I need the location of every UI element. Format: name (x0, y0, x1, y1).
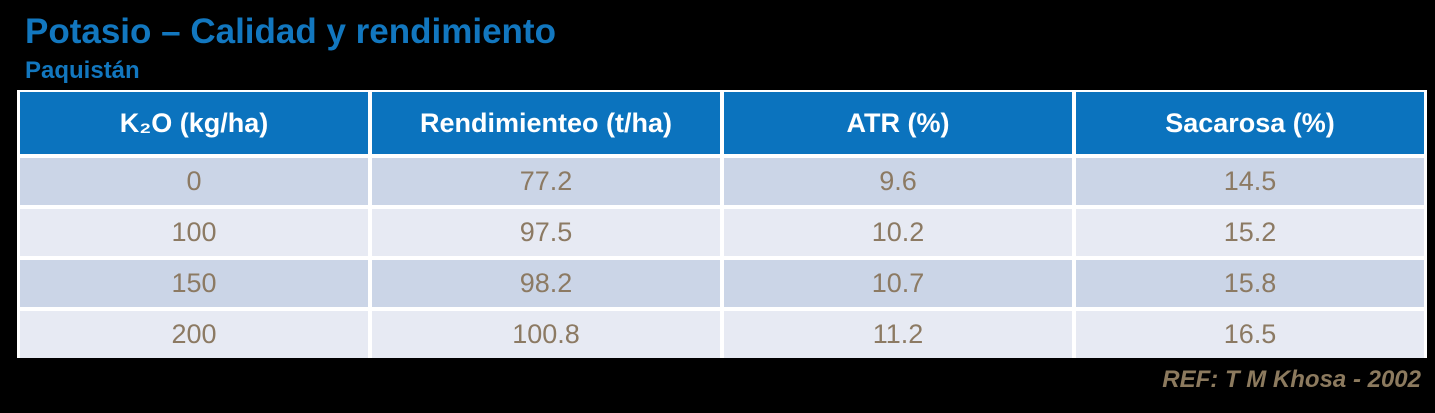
table-body: 0 77.2 9.6 14.5 100 97.5 10.2 15.2 150 98.2 10.7 15… (20, 158, 1424, 358)
slide-title: Potasio – Calidad y rendimiento (25, 12, 556, 51)
table-cell: 9.6 (724, 158, 1072, 205)
column-header: ATR (%) (724, 92, 1072, 154)
table-row: 100 97.5 10.2 15.2 (20, 209, 1424, 256)
reference-text: REF: T M Khosa - 2002 (1162, 366, 1421, 393)
table-cell: 11.2 (724, 311, 1072, 358)
table-cell: 77.2 (372, 158, 720, 205)
slide-subtitle: Paquistán (25, 57, 140, 84)
table-cell: 10.2 (724, 209, 1072, 256)
column-header: Rendimienteo (t/ha) (372, 92, 720, 154)
column-header: Sacarosa (%) (1076, 92, 1424, 154)
table-row: 0 77.2 9.6 14.5 (20, 158, 1424, 205)
table-cell: 100.8 (372, 311, 720, 358)
table-cell: 15.8 (1076, 260, 1424, 307)
column-header: K₂O (kg/ha) (20, 92, 368, 154)
table-cell: 10.7 (724, 260, 1072, 307)
table-row: 150 98.2 10.7 15.8 (20, 260, 1424, 307)
table-cell: 150 (20, 260, 368, 307)
table-cell: 97.5 (372, 209, 720, 256)
table-cell: 15.2 (1076, 209, 1424, 256)
data-table: K₂O (kg/ha) Rendimienteo (t/ha) ATR (%) Sac… (17, 90, 1427, 358)
table-cell: 16.5 (1076, 311, 1424, 358)
table-cell: 100 (20, 209, 368, 256)
table-cell: 14.5 (1076, 158, 1424, 205)
table-row: 200 100.8 11.2 16.5 (20, 311, 1424, 358)
table-header-row: K₂O (kg/ha) Rendimienteo (t/ha) ATR (%) Sac… (20, 92, 1424, 154)
table-cell: 0 (20, 158, 368, 205)
table-cell: 200 (20, 311, 368, 358)
table-cell: 98.2 (372, 260, 720, 307)
